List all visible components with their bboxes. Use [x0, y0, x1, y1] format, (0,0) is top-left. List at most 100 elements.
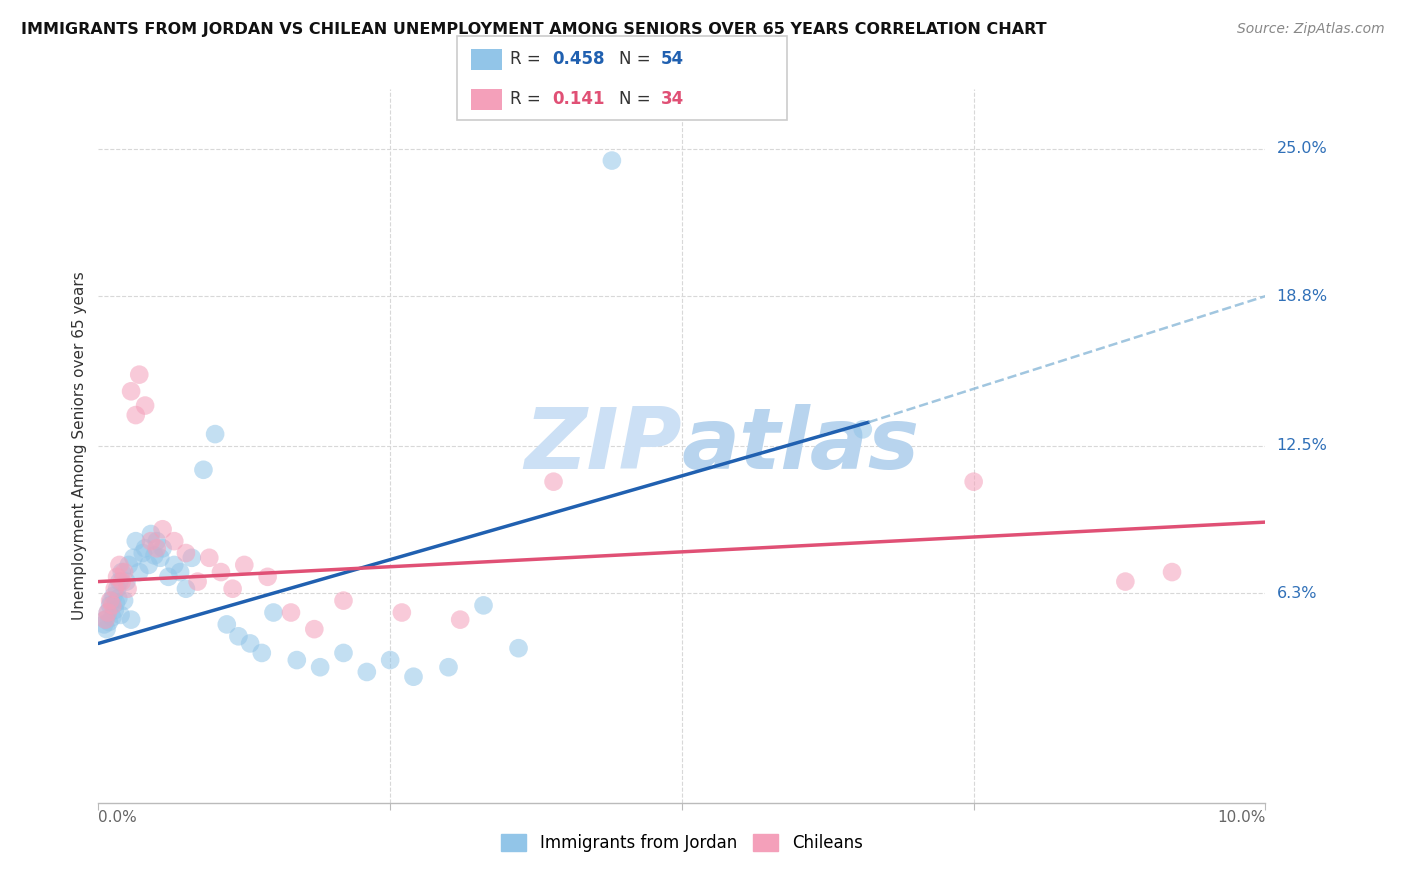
Point	[108, 574, 131, 589]
Text: 0.0%: 0.0%	[98, 810, 138, 825]
Point	[125, 534, 148, 549]
Point	[193, 463, 215, 477]
Text: Source: ZipAtlas.com: Source: ZipAtlas.com	[1237, 22, 1385, 37]
Point	[174, 546, 197, 560]
Text: N =: N =	[619, 90, 655, 108]
Point	[94, 613, 117, 627]
Text: 12.5%: 12.5%	[1277, 439, 1327, 453]
Text: 25.0%: 25.0%	[1277, 141, 1327, 156]
Text: 0.141: 0.141	[553, 90, 605, 108]
Point	[280, 606, 302, 620]
Point	[146, 541, 169, 556]
Point	[125, 408, 148, 422]
Point	[104, 582, 127, 596]
Point	[508, 641, 530, 656]
Text: R =: R =	[510, 51, 547, 69]
Point	[152, 541, 174, 556]
Point	[97, 606, 120, 620]
Point	[93, 617, 115, 632]
Point	[152, 522, 174, 536]
Text: 54: 54	[661, 51, 683, 69]
Point	[204, 427, 226, 442]
Point	[120, 384, 142, 399]
Point	[180, 550, 202, 565]
Point	[332, 646, 354, 660]
Point	[449, 613, 471, 627]
Point	[198, 550, 221, 565]
Point	[111, 565, 134, 579]
Point	[309, 660, 332, 674]
Point	[263, 606, 285, 620]
Text: ZIP: ZIP	[524, 404, 682, 488]
Point	[138, 558, 160, 572]
Point	[543, 475, 565, 489]
Point	[94, 613, 117, 627]
Point	[600, 153, 623, 168]
Point	[128, 565, 150, 579]
Point	[437, 660, 460, 674]
Point	[100, 593, 122, 607]
Point	[163, 558, 186, 572]
Point	[304, 622, 326, 636]
Point	[1114, 574, 1136, 589]
Point	[256, 570, 278, 584]
Text: 6.3%: 6.3%	[1277, 586, 1317, 601]
Point	[101, 599, 124, 613]
Point	[110, 607, 132, 622]
Point	[97, 606, 120, 620]
Point	[146, 534, 169, 549]
Point	[239, 636, 262, 650]
Point	[97, 615, 120, 629]
Point	[117, 582, 139, 596]
Point	[962, 475, 984, 489]
Point	[1161, 565, 1184, 579]
Point	[108, 558, 131, 572]
Point	[122, 550, 145, 565]
Point	[380, 653, 402, 667]
Text: 10.0%: 10.0%	[1218, 810, 1265, 825]
Point	[111, 574, 134, 589]
Y-axis label: Unemployment Among Seniors over 65 years: Unemployment Among Seniors over 65 years	[72, 272, 87, 620]
Point	[105, 570, 128, 584]
Point	[139, 534, 162, 549]
Text: IMMIGRANTS FROM JORDAN VS CHILEAN UNEMPLOYMENT AMONG SENIORS OVER 65 YEARS CORRE: IMMIGRANTS FROM JORDAN VS CHILEAN UNEMPL…	[21, 22, 1046, 37]
Point	[215, 617, 238, 632]
Point	[472, 599, 495, 613]
Point	[107, 591, 129, 606]
Point	[115, 574, 138, 589]
Point	[149, 550, 172, 565]
Point	[174, 582, 197, 596]
Point	[139, 527, 162, 541]
Point	[98, 593, 121, 607]
Point	[157, 570, 180, 584]
Point	[112, 593, 135, 607]
Point	[285, 653, 308, 667]
Text: atlas: atlas	[682, 404, 920, 488]
Point	[169, 565, 191, 579]
Point	[852, 422, 875, 436]
Text: 18.8%: 18.8%	[1277, 289, 1327, 303]
Point	[101, 610, 124, 624]
Point	[105, 582, 128, 596]
Text: 34: 34	[661, 90, 685, 108]
Text: N =: N =	[619, 51, 655, 69]
Point	[120, 613, 142, 627]
Point	[96, 622, 118, 636]
Point	[132, 546, 155, 560]
Point	[118, 558, 141, 572]
Point	[104, 596, 127, 610]
Point	[112, 565, 135, 579]
Point	[391, 606, 413, 620]
Text: 0.458: 0.458	[553, 51, 605, 69]
Point	[233, 558, 256, 572]
Point	[104, 603, 127, 617]
Point	[98, 599, 121, 613]
Point	[356, 665, 378, 679]
Point	[128, 368, 150, 382]
Text: R =: R =	[510, 90, 547, 108]
Point	[332, 593, 354, 607]
Point	[163, 534, 186, 549]
Point	[250, 646, 273, 660]
Point	[228, 629, 250, 643]
Point	[143, 549, 166, 563]
